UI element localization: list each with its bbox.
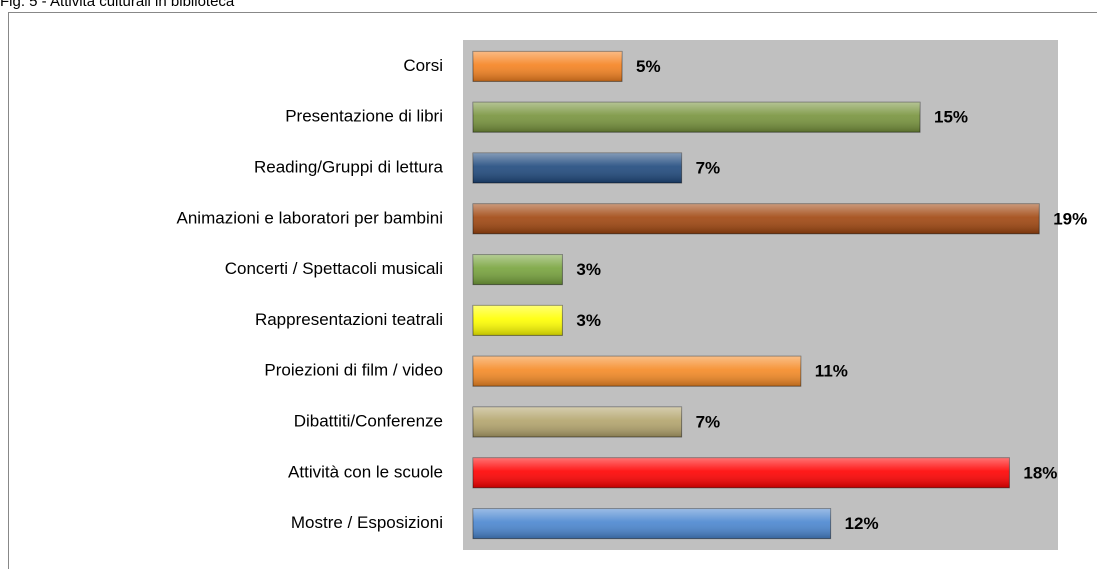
value-label: 3% <box>576 260 601 279</box>
bar-shine <box>473 203 1040 234</box>
value-label: 11% <box>815 362 848 381</box>
y-tick-label: Attività con le scuole <box>288 462 443 481</box>
value-label: 7% <box>696 412 721 431</box>
bar-shine <box>473 51 622 82</box>
y-tick-label: Proiezioni di film / video <box>264 361 443 380</box>
y-tick-label: Animazioni e laboratori per bambini <box>177 208 443 227</box>
bar-shine <box>473 254 563 285</box>
chart-title: Fig. 5 - Attività culturali in bibliotec… <box>0 0 235 10</box>
value-label: 19% <box>1053 209 1087 228</box>
bar-shine <box>473 407 682 437</box>
value-label: 3% <box>576 311 601 330</box>
value-label: 18% <box>1023 463 1057 482</box>
value-label: 5% <box>636 57 661 76</box>
bar-shine <box>473 457 1010 488</box>
value-label: 7% <box>696 158 721 177</box>
value-label: 15% <box>934 108 968 127</box>
bar-shine <box>473 102 920 133</box>
y-tick-label: Presentazione di libri <box>285 107 443 126</box>
y-tick-label: Concerti / Spettacoli musicali <box>225 259 443 278</box>
bar-shine <box>473 508 831 539</box>
bar-shine <box>473 356 801 387</box>
y-tick-label: Rappresentazioni teatrali <box>255 310 443 329</box>
bar-shine <box>473 153 682 183</box>
value-label: 12% <box>845 514 879 533</box>
y-tick-label: Mostre / Esposizioni <box>291 513 443 532</box>
y-tick-label: Dibattiti/Conferenze <box>294 411 443 430</box>
y-tick-label: Reading/Gruppi di lettura <box>254 157 444 176</box>
bar-shine <box>473 305 563 336</box>
y-tick-label: Corsi <box>403 56 443 75</box>
